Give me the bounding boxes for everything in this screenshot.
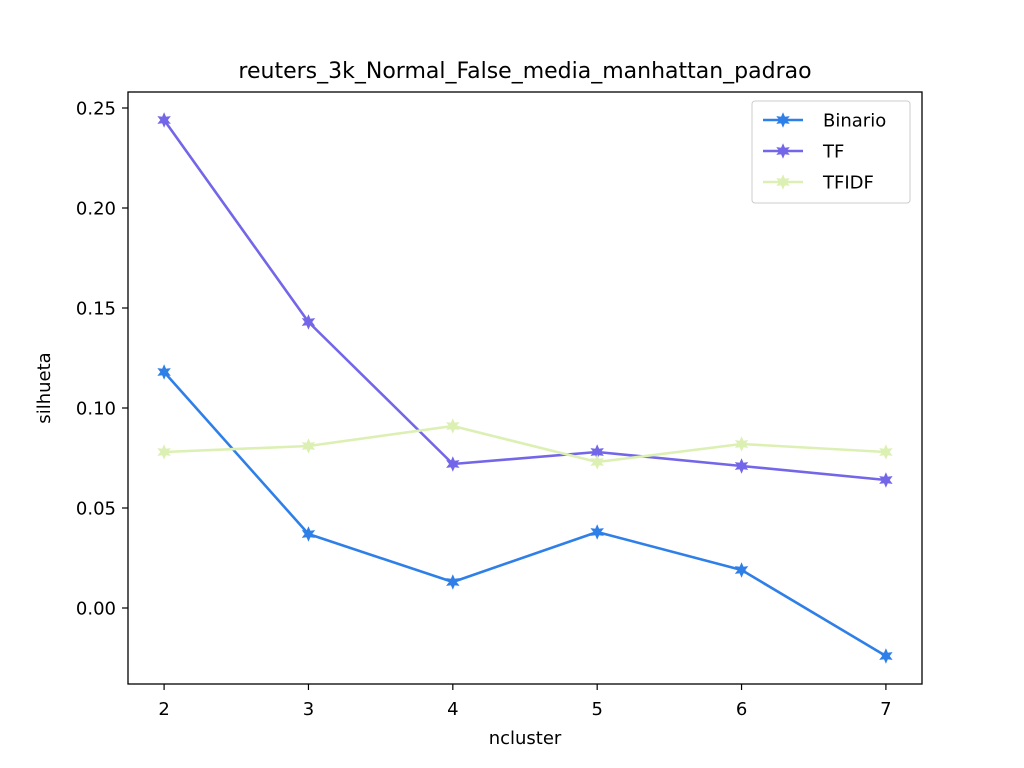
axes-layer: 2 3 4 5 6 7 0.00 0.05 0.10 0.15 0.20 0.25	[76, 99, 892, 721]
x-tick-label: 5	[591, 699, 602, 720]
data-point	[879, 648, 893, 664]
y-tick-label: 0.15	[76, 299, 116, 320]
data-point	[446, 418, 460, 434]
data-point	[301, 438, 316, 454]
series-layer	[157, 112, 893, 664]
legend-swatch-marker	[776, 143, 790, 159]
data-point	[157, 112, 171, 128]
series-tfidf	[157, 418, 893, 470]
y-tick-label: 0.10	[76, 399, 116, 420]
data-point	[879, 472, 893, 488]
data-point	[446, 456, 460, 472]
legend: Binario TF TFIDF	[751, 100, 911, 204]
y-tick-label: 0.00	[76, 599, 116, 620]
legend-label: TF	[822, 142, 844, 163]
x-tick-label: 2	[158, 699, 169, 720]
data-point	[590, 524, 604, 540]
x-axis-label: ncluster	[489, 728, 562, 749]
legend-item: TF	[763, 142, 844, 163]
legend-label: TFIDF	[822, 173, 874, 194]
series-tf	[157, 112, 893, 488]
data-point	[446, 574, 460, 590]
series-line	[162, 370, 888, 658]
plot-frame	[127, 91, 923, 685]
data-point	[301, 526, 316, 542]
data-point	[590, 454, 604, 470]
legend-item: Binario	[763, 111, 886, 132]
legend-label: Binario	[823, 111, 886, 132]
chart-title: reuters_3k_Normal_False_media_manhattan_…	[238, 59, 811, 84]
x-tick-label: 4	[447, 699, 458, 720]
data-point	[301, 314, 316, 330]
y-tick-label: 0.25	[76, 99, 116, 120]
data-point	[879, 444, 893, 460]
data-point	[157, 364, 171, 380]
data-point	[157, 444, 171, 460]
legend-item: TFIDF	[763, 173, 874, 194]
x-tick-label: 3	[303, 699, 314, 720]
y-tick-label: 0.20	[76, 199, 116, 220]
data-point	[734, 562, 749, 578]
series-line	[162, 424, 888, 464]
legend-frame	[751, 100, 911, 204]
data-point	[734, 458, 749, 474]
legend-swatch-marker	[776, 112, 790, 128]
y-tick-label: 0.05	[76, 499, 116, 520]
series-binario	[157, 364, 893, 664]
x-tick-label: 6	[736, 699, 747, 720]
legend-swatch-marker	[776, 174, 790, 190]
x-tick-label: 7	[880, 699, 891, 720]
y-axis-label: silhueta	[34, 352, 55, 423]
series-line	[162, 118, 888, 482]
data-point	[734, 436, 749, 452]
